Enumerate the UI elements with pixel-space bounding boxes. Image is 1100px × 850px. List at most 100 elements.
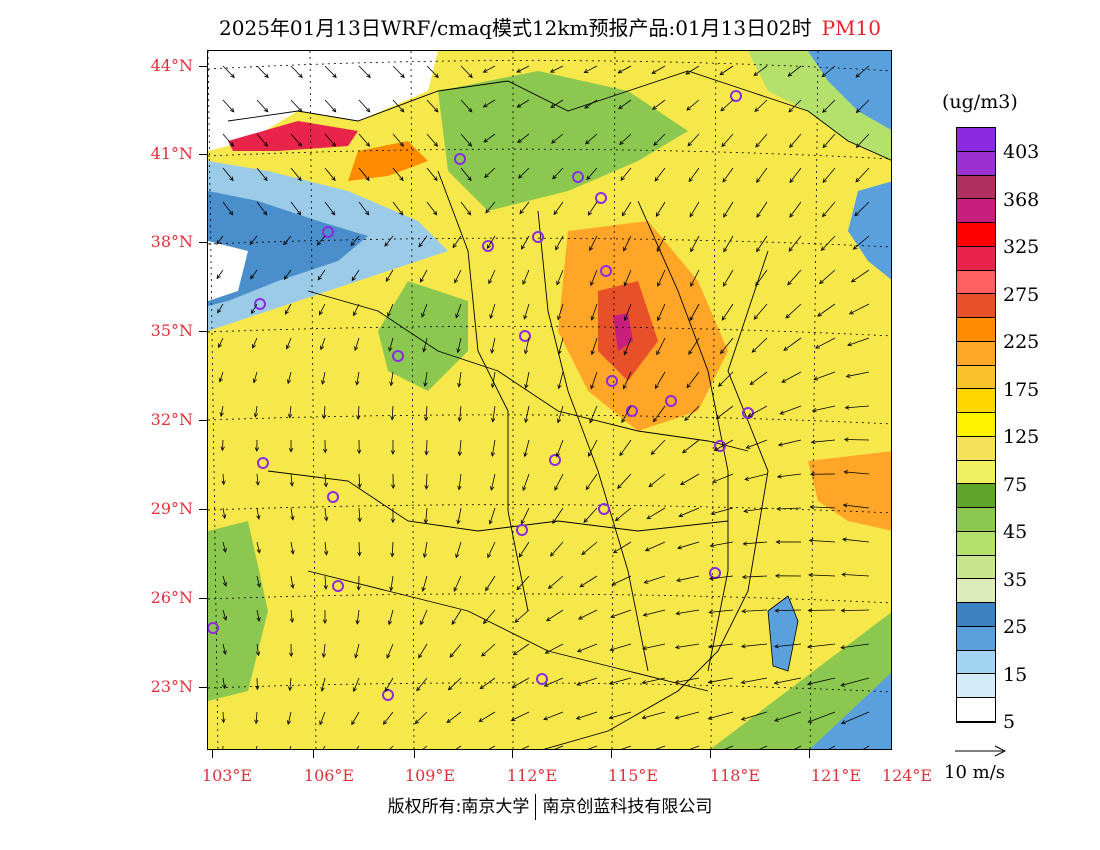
wind-arrow-head: [587, 452, 592, 458]
wind-arrow-head: [808, 538, 814, 543]
wind-arrow: [653, 405, 666, 422]
wind-arrow: [807, 677, 836, 685]
wind-arrow-head: [709, 543, 715, 548]
wind-arrow: [642, 643, 666, 650]
wind-arrow-head: [688, 350, 693, 355]
wind-arrow: [746, 439, 768, 449]
colorbar-segment: [957, 603, 995, 627]
wind-arrow: [290, 133, 302, 147]
wind-arrow: [718, 371, 734, 387]
wind-arrow: [426, 65, 439, 78]
field-orange-sea: [808, 451, 891, 531]
colorbar-segment: [957, 674, 995, 698]
wind-arrow: [518, 167, 530, 179]
wind-arrow: [688, 167, 700, 182]
wind-arrow: [390, 575, 394, 591]
wind-arrow: [290, 473, 293, 486]
wind-arrow-head: [610, 613, 616, 619]
colorbar-label: 368: [1003, 188, 1040, 211]
wind-arrow: [723, 201, 734, 218]
wind-arrow-head: [387, 620, 393, 626]
wind-arrow-head: [642, 612, 648, 617]
city-marker: [208, 622, 219, 634]
wind-arrow-head: [776, 474, 782, 479]
wind-arrow-head: [457, 485, 462, 491]
wind-arrow: [522, 473, 530, 491]
lon-tickmark: [611, 750, 612, 758]
wind-arrow-head: [557, 315, 562, 321]
wind-arrow: [708, 677, 734, 683]
wind-arrow: [290, 575, 294, 589]
field-green-central: [378, 281, 468, 391]
lon-tick-label: 112°E: [506, 766, 558, 785]
wind-arrow-head: [321, 380, 326, 385]
wind-arrow: [290, 65, 303, 78]
wind-arrow-head: [414, 719, 420, 725]
wind-arrow: [418, 235, 428, 248]
title-pollutant: PM10: [821, 16, 881, 40]
wind-arrow-head: [579, 583, 585, 588]
wind-arrow: [812, 405, 836, 412]
wind-arrow-head: [787, 72, 793, 77]
wind-arrow-head: [418, 242, 423, 248]
wind-arrow-head: [350, 241, 355, 247]
wind-arrow-head: [520, 519, 525, 525]
wind-arrow: [516, 65, 530, 73]
wind-arrow: [513, 643, 530, 656]
wind-arrow-head: [254, 719, 259, 725]
wind-arrow-head: [486, 244, 491, 250]
wind-arrow-head: [483, 138, 489, 143]
wind-arrow-head: [216, 274, 221, 280]
city-marker: [332, 580, 344, 592]
wind-arrow: [621, 405, 632, 423]
wind-arrow-head: [855, 73, 861, 78]
wind-arrow-head: [489, 486, 495, 491]
wind-arrow-head: [222, 514, 227, 520]
wind-arrow-head: [468, 73, 473, 79]
wind-arrow: [711, 507, 734, 515]
colorbar-segment: [957, 579, 995, 603]
wind-arrow: [709, 609, 734, 613]
wind-arrow: [414, 711, 428, 724]
wind-arrow: [426, 439, 428, 455]
wind-arrow: [388, 609, 394, 625]
city-marker: [254, 298, 266, 310]
wind-arrow: [256, 507, 260, 520]
wind-arrow-head: [774, 608, 780, 613]
wind-arrow: [609, 677, 632, 685]
wind-arrow: [809, 539, 836, 543]
wind-arrow: [849, 303, 870, 315]
wind-arrow: [391, 405, 394, 420]
wind-arrow: [550, 99, 564, 108]
wind-arrow-head: [398, 210, 404, 216]
wind-arrow-head: [323, 550, 329, 556]
wind-arrow-head: [229, 107, 235, 113]
wind-arrow-head: [619, 140, 624, 146]
colorbar-segment: [957, 128, 995, 152]
colorbar-segment: [957, 246, 995, 271]
wind-arrow-head: [389, 586, 394, 592]
wind-arrow: [517, 99, 530, 108]
wind-arrow-head: [287, 413, 293, 419]
wind-arrow: [423, 337, 428, 352]
wind-arrow-head: [297, 107, 303, 113]
wind-arrow-head: [585, 139, 590, 145]
copyright-right: 南京创蓝科技有限公司: [542, 797, 713, 817]
wind-arrow-head: [807, 644, 812, 649]
wind-arrow-head: [555, 245, 560, 251]
wind-arrow-head: [290, 549, 295, 555]
wind-arrow: [624, 269, 632, 286]
wind-arrow: [222, 507, 226, 519]
wind-arrow: [619, 439, 632, 456]
wind-arrow: [719, 65, 734, 76]
wind-arrow-head: [467, 142, 473, 147]
wind-arrow-head: [424, 485, 429, 490]
graticule: [208, 51, 891, 749]
lat-tickmark: [199, 598, 207, 599]
wind-arrow-head: [456, 519, 461, 525]
city-marker: [665, 395, 677, 407]
wind-arrow: [685, 65, 700, 75]
wind-arrow-head: [449, 653, 455, 658]
wind-arrow-head: [743, 508, 749, 514]
wind-arrow: [385, 269, 394, 282]
